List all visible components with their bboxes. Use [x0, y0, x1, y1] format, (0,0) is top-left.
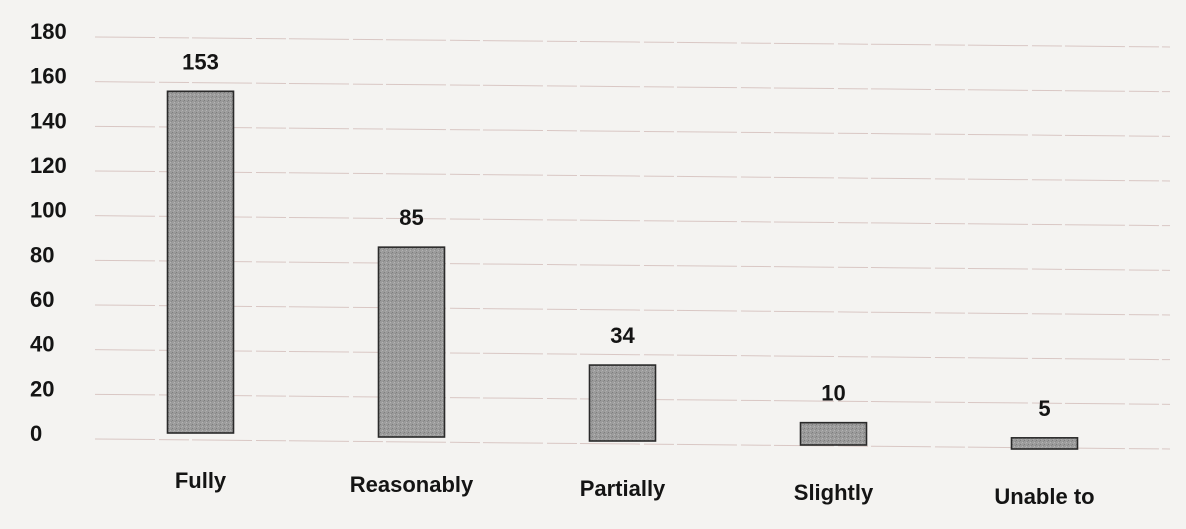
y-tick-label: 140 [30, 108, 67, 133]
bar-partially [588, 364, 657, 442]
gridlines [94, 36, 1171, 450]
y-tick-label: 100 [30, 198, 67, 223]
data-label: 10 [821, 381, 845, 406]
x-axis-category-labels: Fully Reasonably Partially Slightly Unable t… [175, 468, 1095, 509]
data-label: 5 [1038, 396, 1050, 421]
y-tick-label: 80 [30, 242, 54, 267]
y-axis-tick-labels: 0 20 40 60 80 100 120 140 160 180 [30, 19, 67, 446]
bar-reasonably [377, 246, 446, 438]
data-label: 34 [610, 323, 635, 348]
data-label: 85 [399, 205, 423, 230]
gridline-60 [94, 304, 1171, 316]
y-tick-label: 0 [30, 421, 42, 446]
gridline-0 [94, 438, 1171, 450]
y-tick-label: 60 [30, 287, 54, 312]
x-category-label: Fully [175, 468, 227, 493]
y-tick-label: 120 [30, 153, 67, 178]
y-tick-label: 180 [30, 19, 67, 44]
y-tick-label: 20 [30, 376, 54, 401]
y-tick-label: 160 [30, 64, 67, 89]
y-tick-label: 40 [30, 332, 54, 357]
gridline-120 [94, 170, 1171, 182]
gridline-100 [94, 215, 1171, 227]
gridline-180 [94, 36, 1171, 48]
data-label: 153 [182, 49, 219, 74]
bar-unable-to [1010, 437, 1079, 450]
gridline-160 [94, 81, 1171, 93]
x-category-label: Unable to [994, 484, 1094, 509]
gridline-140 [94, 125, 1171, 137]
bar-slightly [799, 421, 868, 446]
data-labels: 153 85 34 10 5 [182, 49, 1050, 421]
gridline-80 [94, 259, 1171, 271]
bar-fully [166, 90, 235, 434]
gridline-40 [94, 349, 1171, 361]
x-category-label: Slightly [794, 480, 874, 505]
bars [166, 90, 1079, 450]
x-category-label: Reasonably [350, 472, 474, 497]
x-category-label: Partially [580, 476, 666, 501]
